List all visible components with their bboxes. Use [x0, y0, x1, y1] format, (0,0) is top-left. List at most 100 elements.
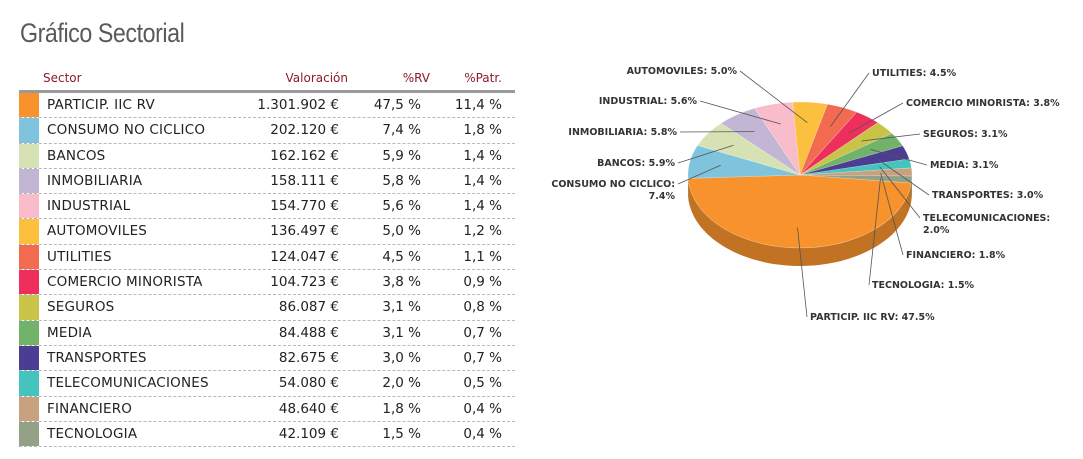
- pie-slice-7: [799, 103, 858, 176]
- leader-line-1: [797, 227, 808, 318]
- color-swatch: [19, 270, 39, 295]
- color-swatch: [19, 93, 39, 118]
- leader-line-8: [848, 102, 904, 134]
- patr-value: 0,7 %: [463, 349, 502, 366]
- rv-value: 1,8 %: [382, 400, 421, 417]
- leader-line-7: [830, 72, 870, 127]
- valoracion-value: 54.080 €: [278, 375, 339, 392]
- table-row: CONSUMO NO CICLICO 202.120 € 7,4 % 1,8 %: [19, 118, 515, 144]
- rv-value: 5,9 %: [382, 147, 421, 164]
- color-swatch: [19, 345, 39, 371]
- pie-slice-5: [754, 101, 801, 176]
- header-valoracion: Valoración: [285, 71, 348, 85]
- slice-label-10: MEDIA: 3.1%: [930, 160, 999, 171]
- color-swatch: [19, 143, 39, 168]
- leader-line-5: [699, 100, 781, 125]
- table-row: PARTICIP. IIC RV 1.301.902 € 47,5 % 11,4 %: [19, 93, 515, 119]
- slice-label-4: INMOBILIARIA: 5.8%: [568, 127, 677, 138]
- patr-value: 0,7 %: [463, 324, 502, 341]
- leader-line-2: [677, 164, 721, 185]
- patr-value: 1,8 %: [463, 122, 502, 139]
- leader-line-11: [876, 158, 930, 196]
- slice-label-8: COMERCIO MINORISTA: 3.8%: [906, 98, 1060, 109]
- patr-value: 0,4 %: [463, 400, 502, 417]
- table-body: PARTICIP. IIC RV 1.301.902 € 47,5 % 11,4 % C…: [19, 93, 515, 448]
- color-swatch: [19, 118, 39, 143]
- table-row: TECNOLOGIA 42.109 € 1,5 % 0,4 %: [19, 421, 515, 448]
- table-row: UTILITIES 124.047 € 4,5 % 1,1 %: [19, 244, 515, 271]
- patr-value: 1,4 %: [463, 147, 502, 164]
- color-swatch: [19, 194, 39, 219]
- table-row: COMERCIO MINORISTA 104.723 € 3,8 % 0,9 %: [19, 270, 515, 296]
- table-row: AUTOMOVILES 136.497 € 5,0 % 1,2 %: [19, 219, 515, 245]
- rv-value: 1,5 %: [382, 425, 421, 442]
- valoracion-value: 158.111 €: [270, 172, 339, 189]
- slice-label-7: UTILITIES: 4.5%: [872, 68, 957, 79]
- sector-name: INMOBILIARIA: [47, 172, 143, 189]
- table-row: FINANCIERO 48.640 € 1,8 % 0,4 %: [19, 396, 515, 422]
- slice-label-12: TELECOMUNICACIONES: 2.0%: [923, 213, 1050, 236]
- patr-value: 0,4 %: [463, 425, 502, 442]
- valoracion-value: 86.087 €: [278, 299, 339, 316]
- patr-value: 1,4 %: [463, 172, 502, 189]
- slice-label-1: PARTICIP. IIC RV: 47.5%: [810, 312, 935, 323]
- patr-value: 0,8 %: [463, 299, 502, 316]
- rv-value: 3,1 %: [382, 299, 421, 316]
- valoracion-value: 84.488 €: [278, 324, 339, 341]
- pie-side-14: [911, 176, 912, 201]
- slice-label-9: SEGUROS: 3.1%: [923, 129, 1008, 140]
- table-row: INDUSTRIAL 154.770 € 5,6 % 1,4 %: [19, 194, 515, 220]
- leader-line-6: [739, 70, 808, 124]
- pie-slice-13: [799, 167, 913, 177]
- slice-label-3: BANCOS: 5.9%: [597, 158, 675, 169]
- sector-name: FINANCIERO: [47, 400, 133, 417]
- rv-value: 4,5 %: [382, 248, 421, 265]
- pie-slice-11: [799, 145, 910, 176]
- header-rv: %RV: [402, 71, 430, 85]
- sector-name: TELECOMUNICACIONES: [47, 375, 209, 392]
- valoracion-value: 124.047 €: [270, 248, 339, 265]
- color-swatch: [19, 320, 39, 345]
- color-swatch: [19, 295, 39, 320]
- color-swatch: [19, 168, 39, 194]
- sector-name: COMERCIO MINORISTA: [47, 274, 203, 291]
- leader-line-3: [677, 144, 734, 164]
- rv-value: 7,4 %: [382, 122, 421, 139]
- valoracion-value: 1.301.902 €: [257, 97, 339, 113]
- table-row: BANCOS 162.162 € 5,9 % 1,4 %: [19, 143, 515, 169]
- slice-label-11: TRANSPORTES: 3.0%: [932, 190, 1044, 201]
- color-swatch: [19, 371, 39, 396]
- pie-slice-10: [799, 133, 904, 176]
- slice-label-5: INDUSTRIAL: 5.6%: [599, 96, 698, 107]
- leader-line-14: [868, 178, 881, 286]
- patr-value: 0,9 %: [463, 274, 502, 291]
- sector-name: TECNOLOGIA: [47, 425, 138, 442]
- table-row: MEDIA 84.488 € 3,1 % 0,7 %: [19, 320, 515, 346]
- table-row: INMOBILIARIA 158.111 € 5,8 % 1,4 %: [19, 168, 515, 195]
- patr-value: 1,2 %: [463, 223, 502, 240]
- valoracion-value: 48.640 €: [278, 400, 339, 417]
- rv-value: 3,0 %: [382, 349, 421, 366]
- sector-name: CONSUMO NO CICLICO: [47, 122, 206, 139]
- color-swatch: [19, 244, 39, 270]
- leader-line-9: [861, 133, 921, 142]
- sector-name: INDUSTRIAL: [47, 198, 131, 215]
- pie-slice-1: [687, 174, 912, 249]
- valoracion-value: 202.120 €: [270, 122, 339, 139]
- table-row: TRANSPORTES 82.675 € 3,0 % 0,7 %: [19, 345, 515, 372]
- sector-name: TRANSPORTES: [47, 349, 147, 366]
- patr-value: 1,4 %: [463, 198, 502, 215]
- patr-value: 11,4 %: [454, 97, 502, 113]
- valoracion-value: 136.497 €: [270, 223, 339, 240]
- rv-value: 3,1 %: [382, 324, 421, 341]
- rv-value: 47,5 %: [373, 97, 421, 113]
- valoracion-value: 162.162 €: [270, 147, 339, 164]
- pie-slice-9: [799, 122, 893, 176]
- pie-slice-4: [720, 107, 801, 176]
- patr-value: 1,1 %: [463, 248, 502, 265]
- page-title: Gráfico Sectorial: [20, 18, 185, 48]
- color-swatch: [19, 219, 39, 244]
- slice-label-13: FINANCIERO: 1.8%: [906, 250, 1006, 261]
- header-patr: %Patr.: [464, 71, 502, 85]
- valoracion-value: 154.770 €: [270, 198, 339, 215]
